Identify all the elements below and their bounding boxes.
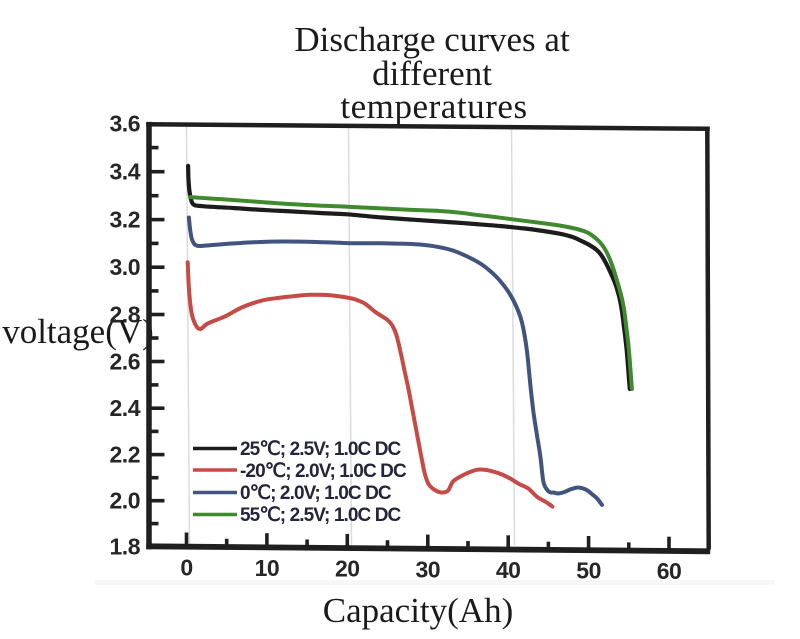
svg-text:2.6: 2.6 [110,349,140,375]
svg-text:0: 0 [180,555,192,581]
svg-text:60: 60 [657,558,682,584]
svg-text:temperatures: temperatures [340,87,527,126]
svg-text:3.4: 3.4 [110,159,141,185]
svg-text:1.8: 1.8 [110,534,141,560]
svg-text:2.8: 2.8 [110,302,141,328]
svg-text:Discharge curves at: Discharge curves at [294,20,570,59]
svg-text:-20℃; 2.0V; 1.0C DC: -20℃; 2.0V; 1.0C DC [240,461,407,482]
svg-text:2.0: 2.0 [110,488,140,514]
svg-text:50: 50 [576,558,601,584]
svg-text:40: 40 [496,557,521,583]
svg-text:2.2: 2.2 [110,442,140,468]
svg-text:25℃; 2.5V; 1.0C DC: 25℃; 2.5V; 1.0C DC [240,439,402,460]
svg-text:30: 30 [416,556,441,582]
svg-text:3.6: 3.6 [110,111,140,137]
svg-text:10: 10 [255,555,280,581]
svg-text:0℃; 2.0V; 1.0C DC: 0℃; 2.0V; 1.0C DC [240,483,392,504]
svg-text:voltage(V): voltage(V) [2,312,154,351]
svg-text:55℃; 2.5V; 1.0C DC: 55℃; 2.5V; 1.0C DC [240,505,402,526]
svg-text:3.2: 3.2 [110,207,140,233]
svg-text:different: different [372,54,492,93]
svg-text:3.0: 3.0 [110,254,140,280]
svg-text:20: 20 [335,556,360,582]
svg-text:Capacity(Ah): Capacity(Ah) [323,591,513,630]
svg-text:2.4: 2.4 [110,395,141,421]
